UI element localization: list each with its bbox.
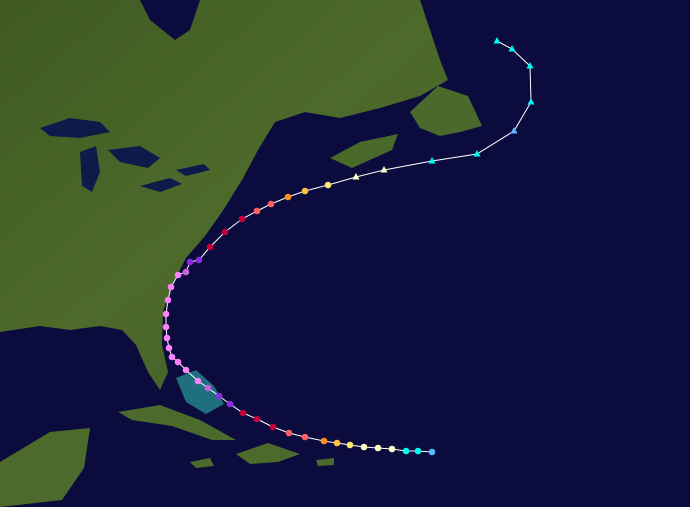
great-lake	[176, 164, 210, 176]
track-point	[285, 429, 293, 437]
track-point	[253, 415, 261, 423]
track-point	[164, 296, 172, 304]
track-point	[186, 258, 194, 266]
track-point	[195, 256, 203, 264]
track-point	[428, 448, 436, 456]
track-point	[508, 45, 516, 52]
great-lake	[140, 178, 182, 192]
hispaniola	[236, 443, 300, 464]
track-point	[352, 173, 360, 180]
hudson-water	[140, 0, 200, 40]
track-point	[239, 409, 247, 417]
track-point	[167, 283, 175, 291]
newfoundland	[410, 86, 482, 136]
track-point	[284, 193, 292, 201]
track-point	[163, 334, 171, 342]
track-point	[174, 358, 182, 366]
track-point	[215, 392, 223, 400]
track-point	[182, 268, 190, 276]
puerto-rico	[316, 458, 334, 466]
track-point	[374, 444, 382, 452]
track-point	[162, 310, 170, 318]
north-america	[0, 0, 448, 390]
track-point	[526, 62, 534, 69]
track-point	[414, 447, 422, 455]
track-point	[194, 377, 202, 385]
track-point	[510, 127, 518, 134]
cuba	[118, 405, 236, 440]
great-lake	[108, 146, 160, 168]
track-point	[267, 200, 275, 208]
track-point	[346, 441, 354, 449]
track-point	[360, 443, 368, 451]
track-point	[165, 344, 173, 352]
track-point	[226, 400, 234, 408]
nova-scotia	[330, 134, 398, 168]
yucatan	[0, 428, 90, 507]
track-point	[168, 353, 176, 361]
track-point	[253, 207, 261, 215]
track-point	[174, 271, 182, 279]
track-point	[333, 439, 341, 447]
track-point	[380, 166, 388, 173]
track-point	[473, 150, 481, 157]
great-lake	[80, 146, 100, 192]
track-point	[182, 366, 190, 374]
great-lake	[40, 118, 110, 138]
track-point	[221, 228, 229, 236]
track-point	[527, 98, 535, 105]
jamaica	[190, 458, 214, 468]
track-point	[301, 433, 309, 441]
storm-track	[162, 37, 535, 456]
track-point	[324, 181, 332, 189]
track-point	[320, 437, 328, 445]
track-point	[402, 447, 410, 455]
track-point	[301, 187, 309, 195]
track-point	[493, 37, 501, 44]
track-point	[204, 384, 212, 392]
track-point	[428, 157, 436, 164]
track-point	[388, 445, 396, 453]
track-point	[206, 243, 214, 251]
track-point	[162, 323, 170, 331]
track-point	[269, 423, 277, 431]
track-point	[238, 215, 246, 223]
bahamas-shallows	[176, 370, 224, 414]
